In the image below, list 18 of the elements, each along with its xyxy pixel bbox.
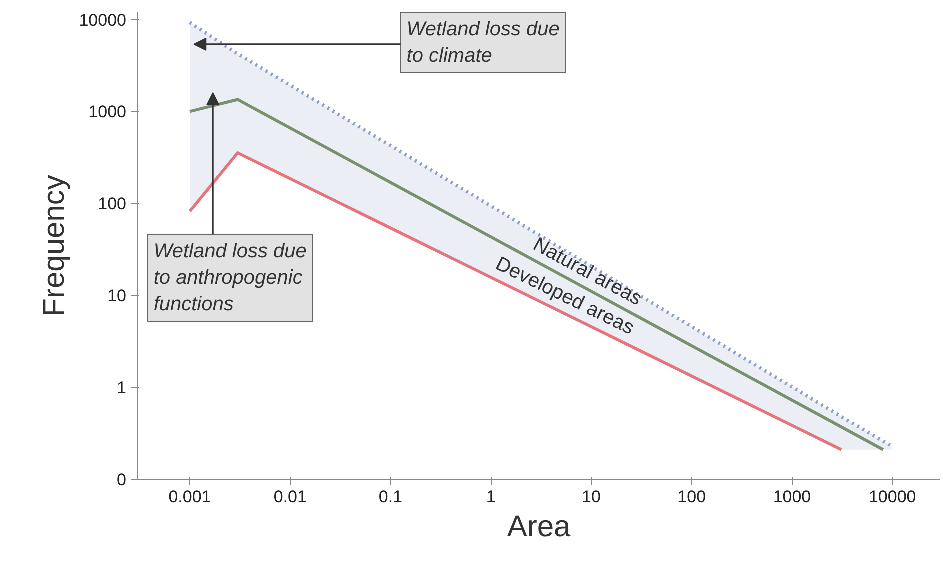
y-tick-label: 1 (117, 378, 127, 398)
x-tick-label: 0.001 (168, 488, 212, 506)
annotation: Wetland loss due to anthropogenic functions (154, 240, 307, 316)
x-tick-label: 0.1 (378, 488, 403, 506)
y-tick-label: 100 (98, 194, 127, 214)
x-tick-label: 0.01 (274, 488, 307, 506)
annotation: Wetland loss due to climate (406, 18, 560, 67)
x-tick-label: 10 (582, 488, 601, 506)
y-tick-label: 0 (117, 470, 127, 490)
x-axis-title: Area (507, 510, 571, 544)
x-tick-label: 100 (678, 488, 706, 506)
x-tick-label: 1 (486, 488, 496, 506)
y-tick-label: 10000 (79, 10, 127, 30)
x-tick-label: 1000 (773, 488, 812, 506)
y-tick-label: 1000 (88, 102, 127, 122)
y-axis-title: Frequency (38, 175, 72, 317)
y-tick-label: 10 (108, 286, 127, 306)
x-tick-label: 10000 (868, 488, 916, 506)
